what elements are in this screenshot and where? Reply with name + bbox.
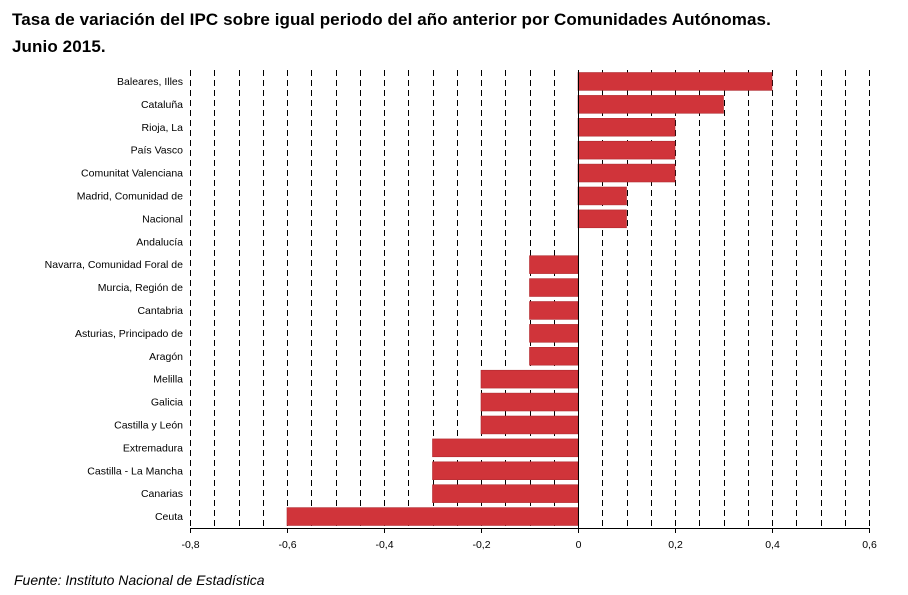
category-label: Extremadura: [123, 442, 183, 454]
bar: [577, 72, 773, 91]
x-tick-label: 0,4: [765, 539, 780, 551]
category-label: Asturias, Principado de: [75, 328, 183, 340]
x-tick-label: -0,4: [375, 539, 393, 551]
bar: [529, 255, 579, 274]
bar: [577, 186, 627, 206]
category-label: País Vasco: [131, 145, 183, 157]
chart-title: Tasa de variación del IPC sobre igual pe…: [12, 6, 902, 60]
x-tick-label: 0: [576, 539, 582, 551]
x-tick-label: -0,2: [472, 539, 490, 551]
category-label: Canarias: [141, 488, 183, 500]
source-note: Fuente: Instituto Nacional de Estadístic…: [14, 572, 265, 588]
bar: [480, 369, 579, 389]
chart-title-line-2: Junio 2015.: [12, 37, 106, 56]
category-label: Comunitat Valenciana: [81, 168, 183, 180]
x-tick-label: -0,6: [278, 539, 296, 551]
category-label: Castilla y León: [114, 419, 183, 431]
category-labels: Baleares, Illes Cataluña Rioja, La País Vas…: [45, 76, 183, 523]
bar: [577, 140, 676, 160]
x-axis: -0,8 -0,6 -0,4 -0,2 0 0,2 0,4 0,6: [181, 70, 877, 551]
category-label: Madrid, Comunidad de: [77, 190, 183, 202]
bar: [432, 438, 579, 458]
bar: [286, 507, 579, 526]
gridlines: [190, 70, 870, 528]
category-label: Cantabria: [137, 305, 183, 317]
x-tick-label: -0,8: [181, 539, 199, 551]
bar: [529, 278, 579, 297]
category-label: Andalucía: [136, 236, 183, 248]
bar: [432, 461, 579, 480]
category-label: Galicia: [151, 397, 183, 409]
category-label: Rioja, La: [142, 122, 184, 134]
category-label: Melilla: [153, 374, 183, 386]
bar: [577, 95, 724, 114]
bar: [577, 118, 676, 137]
category-label: Baleares, Illes: [117, 76, 183, 88]
x-tick-label: 0,2: [668, 539, 683, 551]
category-label: Murcia, Región de: [98, 282, 183, 294]
bar: [480, 415, 579, 435]
bar: [529, 347, 579, 366]
bar: [577, 163, 676, 183]
category-label: Ceuta: [155, 511, 183, 523]
bars: [286, 72, 773, 526]
category-label: Aragón: [149, 351, 183, 363]
category-label: Nacional: [142, 213, 183, 225]
bar: [432, 484, 579, 503]
bar: [577, 209, 627, 229]
x-tick-label: 0,6: [862, 539, 877, 551]
bar: [480, 392, 579, 412]
category-label: Navarra, Comunidad Foral de: [45, 259, 183, 271]
bar: [529, 324, 579, 343]
category-label: Cataluña: [141, 99, 183, 111]
chart-title-line-1: Tasa de variación del IPC sobre igual pe…: [12, 10, 771, 29]
category-label: Castilla - La Mancha: [87, 465, 183, 477]
bar: [529, 301, 579, 320]
